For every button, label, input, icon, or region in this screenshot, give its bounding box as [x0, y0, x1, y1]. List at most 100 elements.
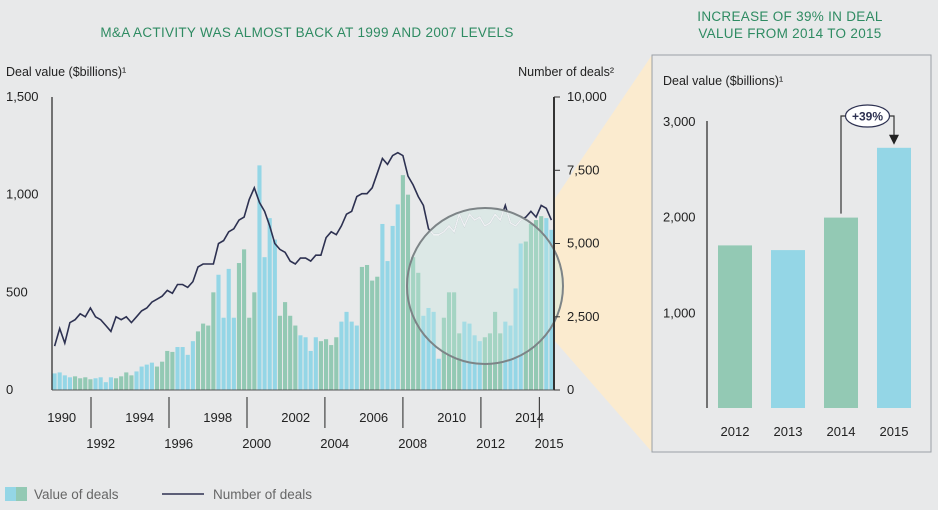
value-bar — [303, 337, 308, 390]
value-bar — [267, 218, 272, 390]
inset-category-labels: 2012 2013 2014 2015 — [721, 424, 909, 439]
magnifier-lens — [406, 207, 564, 365]
value-bar — [283, 302, 288, 390]
left-tick-label: 1,000 — [6, 187, 39, 202]
value-bar — [462, 321, 467, 390]
value-bar — [318, 341, 323, 390]
x-tick-label: 2004 — [320, 436, 349, 451]
value-bar — [436, 358, 441, 390]
value-bar — [487, 333, 493, 390]
value-bar — [477, 341, 482, 390]
value-bar — [144, 364, 149, 390]
value-bar — [513, 288, 518, 390]
value-bar — [57, 372, 62, 390]
value-bar — [539, 216, 544, 390]
annotation-arrowhead — [889, 134, 899, 145]
value-bar — [272, 239, 277, 390]
value-bar — [395, 204, 400, 390]
annotation-label: +39% — [852, 110, 883, 124]
value-bar — [344, 311, 349, 390]
value-bar — [226, 268, 231, 390]
value-bar — [534, 220, 539, 390]
value-bar — [431, 311, 436, 390]
value-bar — [134, 371, 139, 390]
value-bar — [206, 325, 211, 390]
value-bar — [426, 307, 431, 390]
value-bar — [154, 366, 160, 390]
value-bar — [298, 335, 303, 390]
value-bar — [323, 339, 329, 390]
main-left-axis-label: Deal value ($billions)¹ — [6, 65, 126, 79]
value-bar — [400, 175, 405, 390]
value-bar — [231, 317, 236, 390]
value-bar — [308, 350, 313, 390]
value-bar — [129, 375, 134, 390]
value-bar — [72, 376, 78, 390]
value-bar — [313, 337, 318, 390]
value-bar — [503, 321, 508, 390]
value-bar — [195, 331, 201, 390]
inset-title-line-2: VALUE FROM 2014 TO 2015 — [698, 26, 881, 41]
right-tick-label: 5,000 — [567, 236, 600, 251]
value-bar — [411, 257, 416, 390]
left-tick-labels: 0 500 1,000 1,500 — [6, 89, 39, 397]
legend-label-number: Number of deals — [213, 487, 312, 502]
annotation-badge — [844, 104, 891, 128]
value-bar — [221, 317, 226, 390]
value-bar — [62, 375, 67, 390]
value-bar — [236, 263, 242, 390]
value-bar — [385, 261, 390, 390]
inset-category-label: 2013 — [774, 424, 803, 439]
value-bar — [364, 264, 370, 390]
main-right-axis-label: Number of deals² — [518, 65, 614, 79]
value-bar — [165, 350, 170, 390]
x-tick-label: 2000 — [242, 436, 271, 451]
value-bar — [88, 379, 93, 390]
right-tick-labels: 0 2,500 5,000 7,500 10,000 — [554, 89, 607, 397]
zoom-connector — [554, 55, 652, 452]
left-tick-label: 1,500 — [6, 89, 39, 104]
value-bar — [375, 276, 380, 390]
inset-bar — [824, 217, 858, 408]
x-tick-label: 2012 — [476, 436, 505, 451]
value-bar — [149, 362, 154, 390]
value-bar — [416, 272, 421, 390]
value-bar — [370, 280, 375, 390]
legend: Value of deals Number of deals — [5, 487, 312, 502]
x-tick-label: 2008 — [398, 436, 427, 451]
inset-bar — [771, 250, 805, 408]
value-bar — [83, 377, 88, 390]
value-bar — [257, 165, 262, 390]
value-bar — [359, 266, 364, 390]
value-bar — [216, 274, 221, 390]
x-tick-label: 1992 — [86, 436, 115, 451]
value-bar — [201, 323, 206, 390]
x-tick-label: 2002 — [281, 410, 310, 425]
value-bar — [67, 377, 72, 390]
x-tick-label: 1996 — [164, 436, 193, 451]
value-bar — [293, 325, 298, 390]
value-bar — [339, 321, 344, 390]
value-bar — [446, 292, 452, 390]
value-bar — [354, 325, 359, 390]
magnified-deals-line — [407, 208, 553, 347]
inset-category-label: 2015 — [880, 424, 909, 439]
value-bar — [380, 223, 385, 390]
value-bar — [170, 351, 175, 390]
x-tick-label: 2015 — [535, 436, 564, 451]
inset-bars — [718, 147, 911, 409]
value-bar — [98, 377, 103, 390]
value-bar — [119, 376, 124, 390]
value-bar — [180, 347, 185, 390]
value-bar — [185, 354, 190, 390]
value-bar — [493, 311, 498, 390]
x-axis-ticks: 1990 1994 1998 2002 2006 2010 2014 1992 1996 2000… — [47, 397, 564, 451]
value-bar — [421, 315, 426, 390]
x-tick-label: 1990 — [47, 410, 76, 425]
value-bar — [160, 361, 165, 390]
value-bar — [247, 317, 252, 390]
right-tick-label: 0 — [567, 382, 574, 397]
value-bar — [549, 229, 554, 390]
